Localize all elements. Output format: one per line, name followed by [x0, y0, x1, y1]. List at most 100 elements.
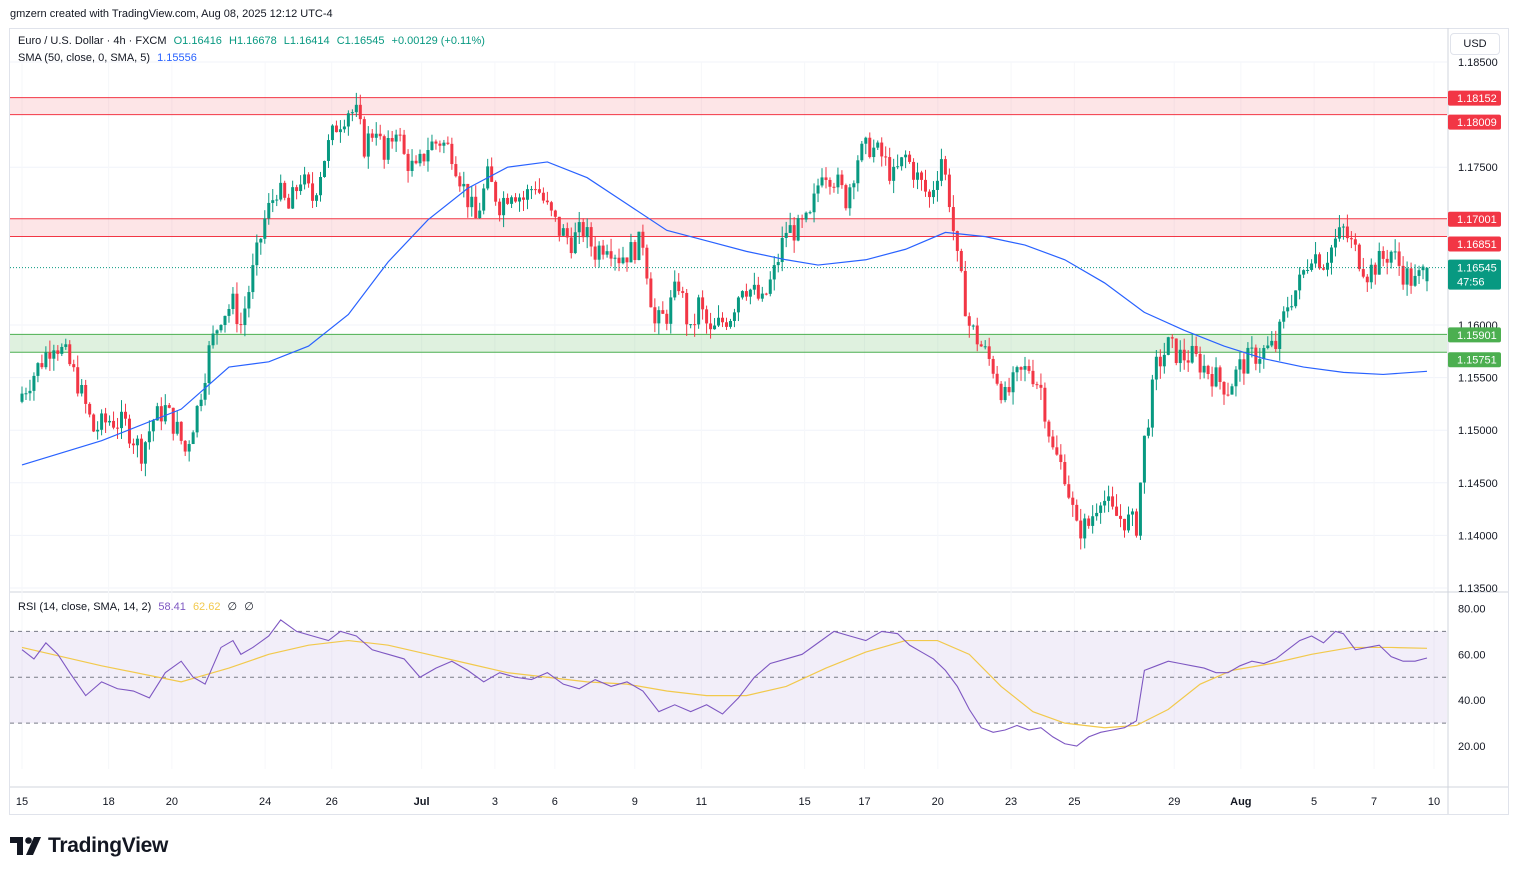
- time-tick-label: 26: [326, 796, 338, 808]
- candle-body: [279, 182, 283, 200]
- candle-body: [872, 147, 876, 158]
- candle-body: [68, 344, 72, 365]
- time-tick-label: 10: [1428, 796, 1440, 808]
- price-tick-label: 1.15500: [1458, 373, 1498, 385]
- open-value: O1.16416: [173, 35, 222, 47]
- candle-body: [1119, 515, 1123, 519]
- candle-body: [143, 442, 147, 464]
- symbol-legend[interactable]: Euro / U.S. Dollar · 4h · FXCM O1.16416 …: [18, 35, 485, 47]
- candle-body: [1329, 247, 1333, 263]
- candle-body: [510, 197, 514, 204]
- candle-body: [24, 393, 28, 395]
- rsi-legend[interactable]: RSI (14, close, SMA, 14, 2) 58.41 62.62 …: [18, 600, 254, 613]
- candle-body: [641, 231, 645, 248]
- candle-body: [1162, 354, 1166, 367]
- candle-body: [565, 228, 569, 238]
- candle-body: [756, 284, 760, 299]
- candle-body: [681, 291, 685, 293]
- candle-body: [1023, 366, 1027, 370]
- chart-frame: [9, 28, 1509, 815]
- candle-body: [1138, 482, 1142, 536]
- candle-body: [1079, 520, 1083, 539]
- candle-body: [243, 308, 247, 326]
- candle-body: [943, 159, 947, 175]
- candle-body: [1019, 367, 1023, 370]
- candle-body: [593, 246, 597, 260]
- candle-body: [406, 153, 410, 171]
- candle-body: [267, 202, 271, 219]
- candle-body: [553, 210, 557, 217]
- candle-body: [844, 185, 848, 209]
- candle-body: [597, 245, 601, 260]
- candle-body: [1111, 496, 1115, 507]
- candle-body: [438, 143, 442, 146]
- candle-body: [1055, 447, 1059, 455]
- candle-body: [1337, 227, 1341, 239]
- candle-body: [896, 166, 900, 168]
- candle-body: [1258, 359, 1262, 364]
- candle-body: [322, 160, 326, 178]
- candle-body: [358, 104, 362, 120]
- time-tick-label: 9: [632, 796, 638, 808]
- candle-body: [450, 143, 454, 165]
- candle-body: [1190, 345, 1194, 363]
- candle-body: [1353, 239, 1357, 245]
- candle-body: [744, 291, 748, 297]
- resistance-price-badge: [1448, 236, 1501, 252]
- candle-body: [1361, 269, 1365, 277]
- candle-body: [1266, 345, 1270, 349]
- candle-body: [971, 325, 975, 327]
- low-value: L1.16414: [283, 35, 330, 47]
- candle-body: [1413, 275, 1417, 286]
- candle-body: [430, 141, 434, 151]
- price-tick-label: 1.14000: [1458, 530, 1498, 542]
- candle-body: [804, 212, 808, 220]
- candle-body: [28, 390, 32, 394]
- time-tick-label: 6: [552, 796, 558, 808]
- candle-body: [689, 324, 693, 326]
- candle-body: [653, 307, 657, 324]
- candle-body: [1126, 514, 1130, 531]
- resistance-price-badge: [1448, 114, 1501, 130]
- candle-body: [836, 174, 840, 188]
- candle-body: [959, 250, 963, 271]
- rsi-line: [21, 619, 1428, 747]
- candle-body: [374, 133, 378, 138]
- candle-body: [326, 140, 330, 161]
- candle-body: [549, 202, 553, 211]
- candle-body: [311, 183, 315, 201]
- candle-body: [772, 265, 776, 280]
- candle-body: [693, 324, 697, 326]
- candle-body: [637, 231, 641, 261]
- candle-body: [1226, 394, 1230, 396]
- candle-body: [967, 316, 971, 326]
- candle-body: [1274, 340, 1278, 349]
- sma-legend[interactable]: SMA (50, close, 0, SMA, 5) 1.15556: [18, 52, 197, 64]
- time-tick-label: 24: [259, 796, 271, 808]
- candle-body: [1011, 372, 1015, 393]
- resistance-zone: [10, 218, 1447, 237]
- candle-body: [1306, 269, 1310, 271]
- candle-body: [155, 406, 159, 421]
- candle-body: [868, 137, 872, 158]
- candle-body: [1357, 244, 1361, 270]
- candle-body: [701, 297, 705, 310]
- candle-body: [601, 245, 605, 255]
- candle-body: [1397, 251, 1401, 266]
- candle-body: [581, 222, 585, 238]
- tradingview-logo[interactable]: TradingView: [10, 834, 168, 858]
- candle-body: [920, 172, 924, 180]
- candle-body: [613, 257, 617, 259]
- time-tick-label: 7: [1371, 796, 1377, 808]
- candle-body: [76, 367, 80, 394]
- candle-body: [1142, 435, 1146, 483]
- candle-body: [247, 292, 251, 309]
- candle-body: [557, 216, 561, 236]
- candle-body: [203, 382, 207, 400]
- candle-body: [609, 251, 613, 259]
- candle-body: [908, 154, 912, 162]
- currency-selector[interactable]: USD: [1450, 33, 1500, 55]
- candle-body: [1286, 307, 1290, 312]
- candle-body: [939, 159, 943, 181]
